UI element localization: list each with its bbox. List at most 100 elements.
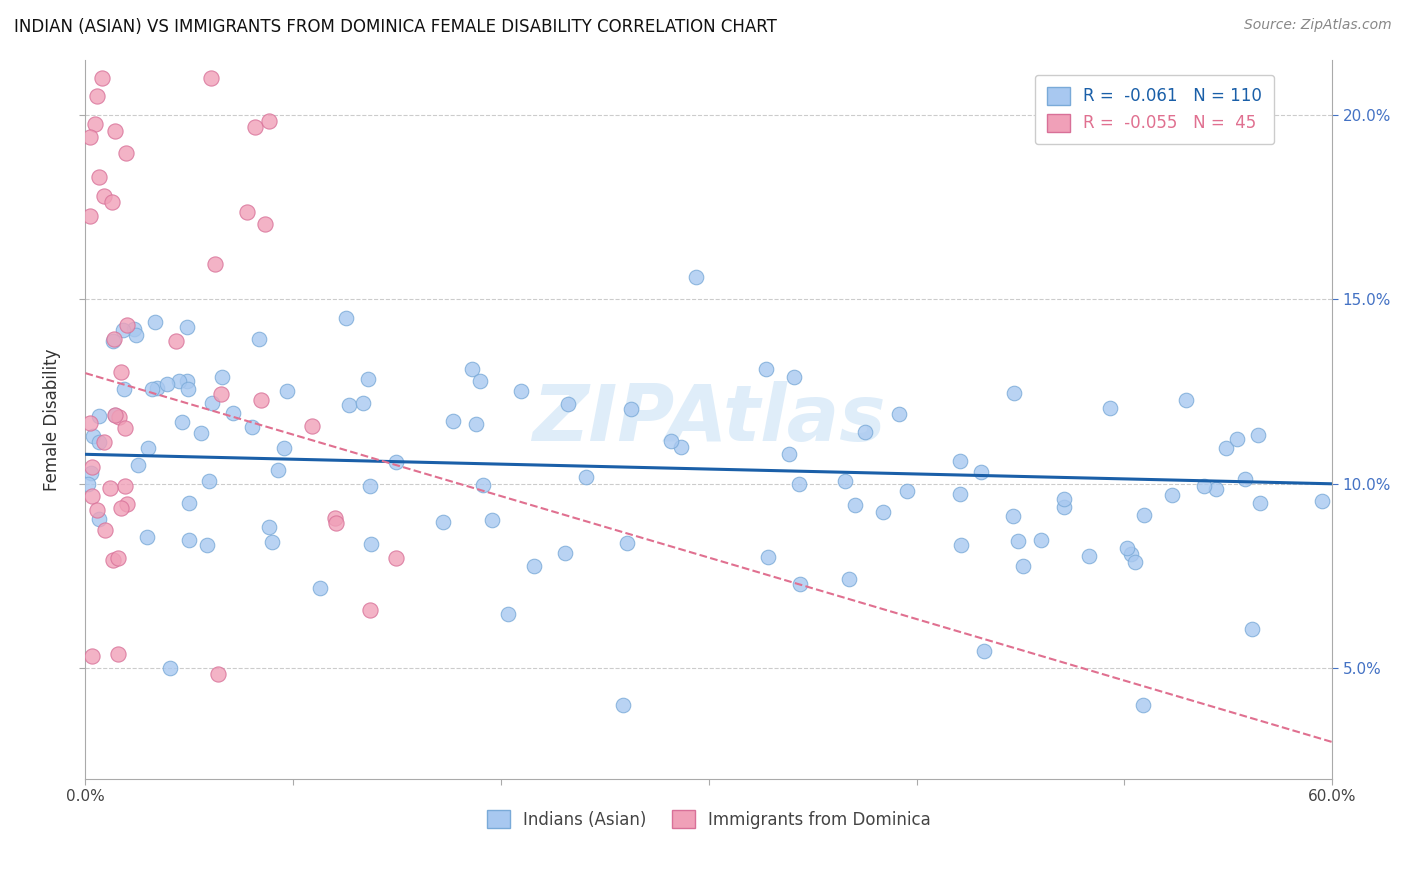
Point [221, 406, 243, 420]
Point [301, 419, 323, 434]
Point [240, 419, 263, 434]
Point [352, 396, 374, 410]
Point [86, 88, 108, 103]
Point [104, 408, 127, 422]
Point [1247, 428, 1270, 442]
Point [949, 454, 972, 468]
Point [949, 486, 972, 500]
Point [1175, 393, 1198, 408]
Point [177, 496, 200, 510]
Point [1078, 549, 1101, 563]
Point [250, 392, 273, 407]
Point [201, 396, 224, 410]
Point [872, 505, 894, 519]
Point [93, 434, 115, 449]
Point [1160, 488, 1182, 502]
Point [79, 209, 101, 223]
Point [177, 533, 200, 547]
Point [756, 550, 779, 565]
Point [1002, 508, 1025, 523]
Point [432, 516, 454, 530]
Point [853, 425, 876, 439]
Point [1029, 533, 1052, 548]
Point [127, 458, 149, 472]
Point [1215, 441, 1237, 455]
Point [247, 332, 270, 346]
Point [557, 397, 579, 411]
Point [472, 477, 495, 491]
Point [165, 334, 187, 348]
Point [204, 257, 226, 271]
Point [79, 417, 101, 431]
Point [100, 195, 122, 210]
Point [276, 384, 298, 398]
Point [107, 648, 129, 662]
Point [844, 498, 866, 512]
Point [1249, 496, 1271, 510]
Point [80, 466, 103, 480]
Point [523, 558, 546, 573]
Point [82, 648, 104, 663]
Point [260, 535, 283, 549]
Point [200, 70, 222, 85]
Point [243, 120, 266, 134]
Point [949, 538, 972, 552]
Point [103, 334, 125, 348]
Point [385, 550, 408, 565]
Point [1240, 623, 1263, 637]
Point [82, 428, 104, 442]
Point [112, 323, 135, 337]
Y-axis label: Female Disability: Female Disability [44, 348, 60, 491]
Point [1053, 491, 1076, 506]
Point [620, 402, 643, 417]
Point [198, 474, 221, 488]
Point [1125, 555, 1147, 569]
Point [612, 698, 634, 713]
Point [496, 607, 519, 622]
Point [89, 409, 111, 423]
Point [1007, 534, 1029, 549]
Point [93, 189, 115, 203]
Point [190, 426, 212, 441]
Point [470, 374, 492, 388]
Point [112, 382, 135, 396]
Point [115, 497, 138, 511]
Text: INDIAN (ASIAN) VS IMMIGRANTS FROM DOMINICA FEMALE DISABILITY CORRELATION CHART: INDIAN (ASIAN) VS IMMIGRANTS FROM DOMINI… [14, 18, 778, 36]
Point [115, 146, 138, 161]
Point [176, 320, 198, 334]
Point [359, 479, 381, 493]
Point [176, 374, 198, 388]
Point [335, 310, 357, 325]
Point [441, 414, 464, 428]
Point [834, 475, 856, 489]
Point [80, 489, 103, 503]
Point [1012, 558, 1035, 573]
Point [465, 417, 488, 431]
Point [273, 441, 295, 455]
Point [755, 362, 778, 376]
Point [89, 434, 111, 449]
Point [575, 469, 598, 483]
Point [359, 603, 381, 617]
Point [155, 376, 177, 391]
Point [838, 572, 860, 586]
Point [267, 462, 290, 476]
Point [685, 269, 707, 284]
Point [104, 123, 127, 137]
Point [1132, 508, 1154, 523]
Point [1310, 493, 1333, 508]
Text: Source: ZipAtlas.com: Source: ZipAtlas.com [1244, 18, 1392, 32]
Point [146, 381, 169, 395]
Point [257, 114, 280, 128]
Point [554, 546, 576, 560]
Point [787, 477, 810, 491]
Point [1099, 401, 1122, 416]
Point [115, 318, 138, 332]
Point [970, 465, 993, 479]
Point [460, 362, 482, 376]
Point [1116, 541, 1139, 555]
Point [1002, 386, 1025, 401]
Point [79, 129, 101, 144]
Point [107, 410, 129, 425]
Point [1226, 432, 1249, 446]
